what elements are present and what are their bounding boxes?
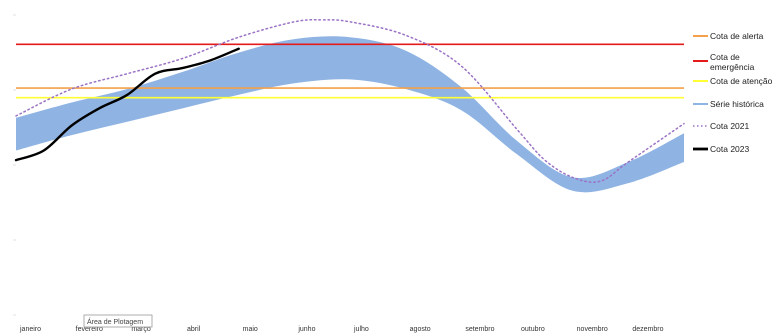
x-tick-label-5: junho [297,326,315,333]
threshold-lines [16,43,684,99]
series-line-1 [14,47,240,162]
plot-area-tooltip: Área de Plotagem [83,314,153,328]
x-tick-label-6: julho [353,326,369,333]
legend: Cota de alerta Cota de emergência Cota de a… [693,31,773,154]
legend-label-1: Cota de emergência [710,52,755,72]
legend-label-5: Cota 2023 [710,144,749,154]
x-tick-label-9: outubro [521,326,545,333]
x-tick-label-3: abril [187,326,201,333]
y-axis-ticks [13,14,16,316]
x-tick-label-10: novembro [577,326,608,333]
x-tick-label-0: janeiro [19,326,41,333]
plot-area[interactable] [14,19,685,193]
legend-label-2: Cota de atenção [710,76,773,86]
series-line-0 [15,19,685,183]
x-tick-label-7: agosto [410,326,431,333]
tooltip-box [83,314,153,328]
x-tick-label-11: dezembro [632,326,663,333]
legend-label-3: Série histórica [710,99,764,109]
tooltip-label: Área de Plotagem [87,317,143,326]
series-lines [14,19,685,183]
x-tick-label-1: fevereiro [76,326,103,333]
x-tick-label-4: maio [243,326,258,333]
x-tick-label-8: setembro [465,326,494,333]
x-tick-label-2: março [131,326,151,333]
legend-label-4: Cota 2021 [710,121,749,131]
historical-series-band [16,36,684,193]
x-axis-tick-labels: janeiro fevereiro março abril maio junho julho… [19,326,664,333]
legend-label-0: Cota de alerta [710,31,764,41]
